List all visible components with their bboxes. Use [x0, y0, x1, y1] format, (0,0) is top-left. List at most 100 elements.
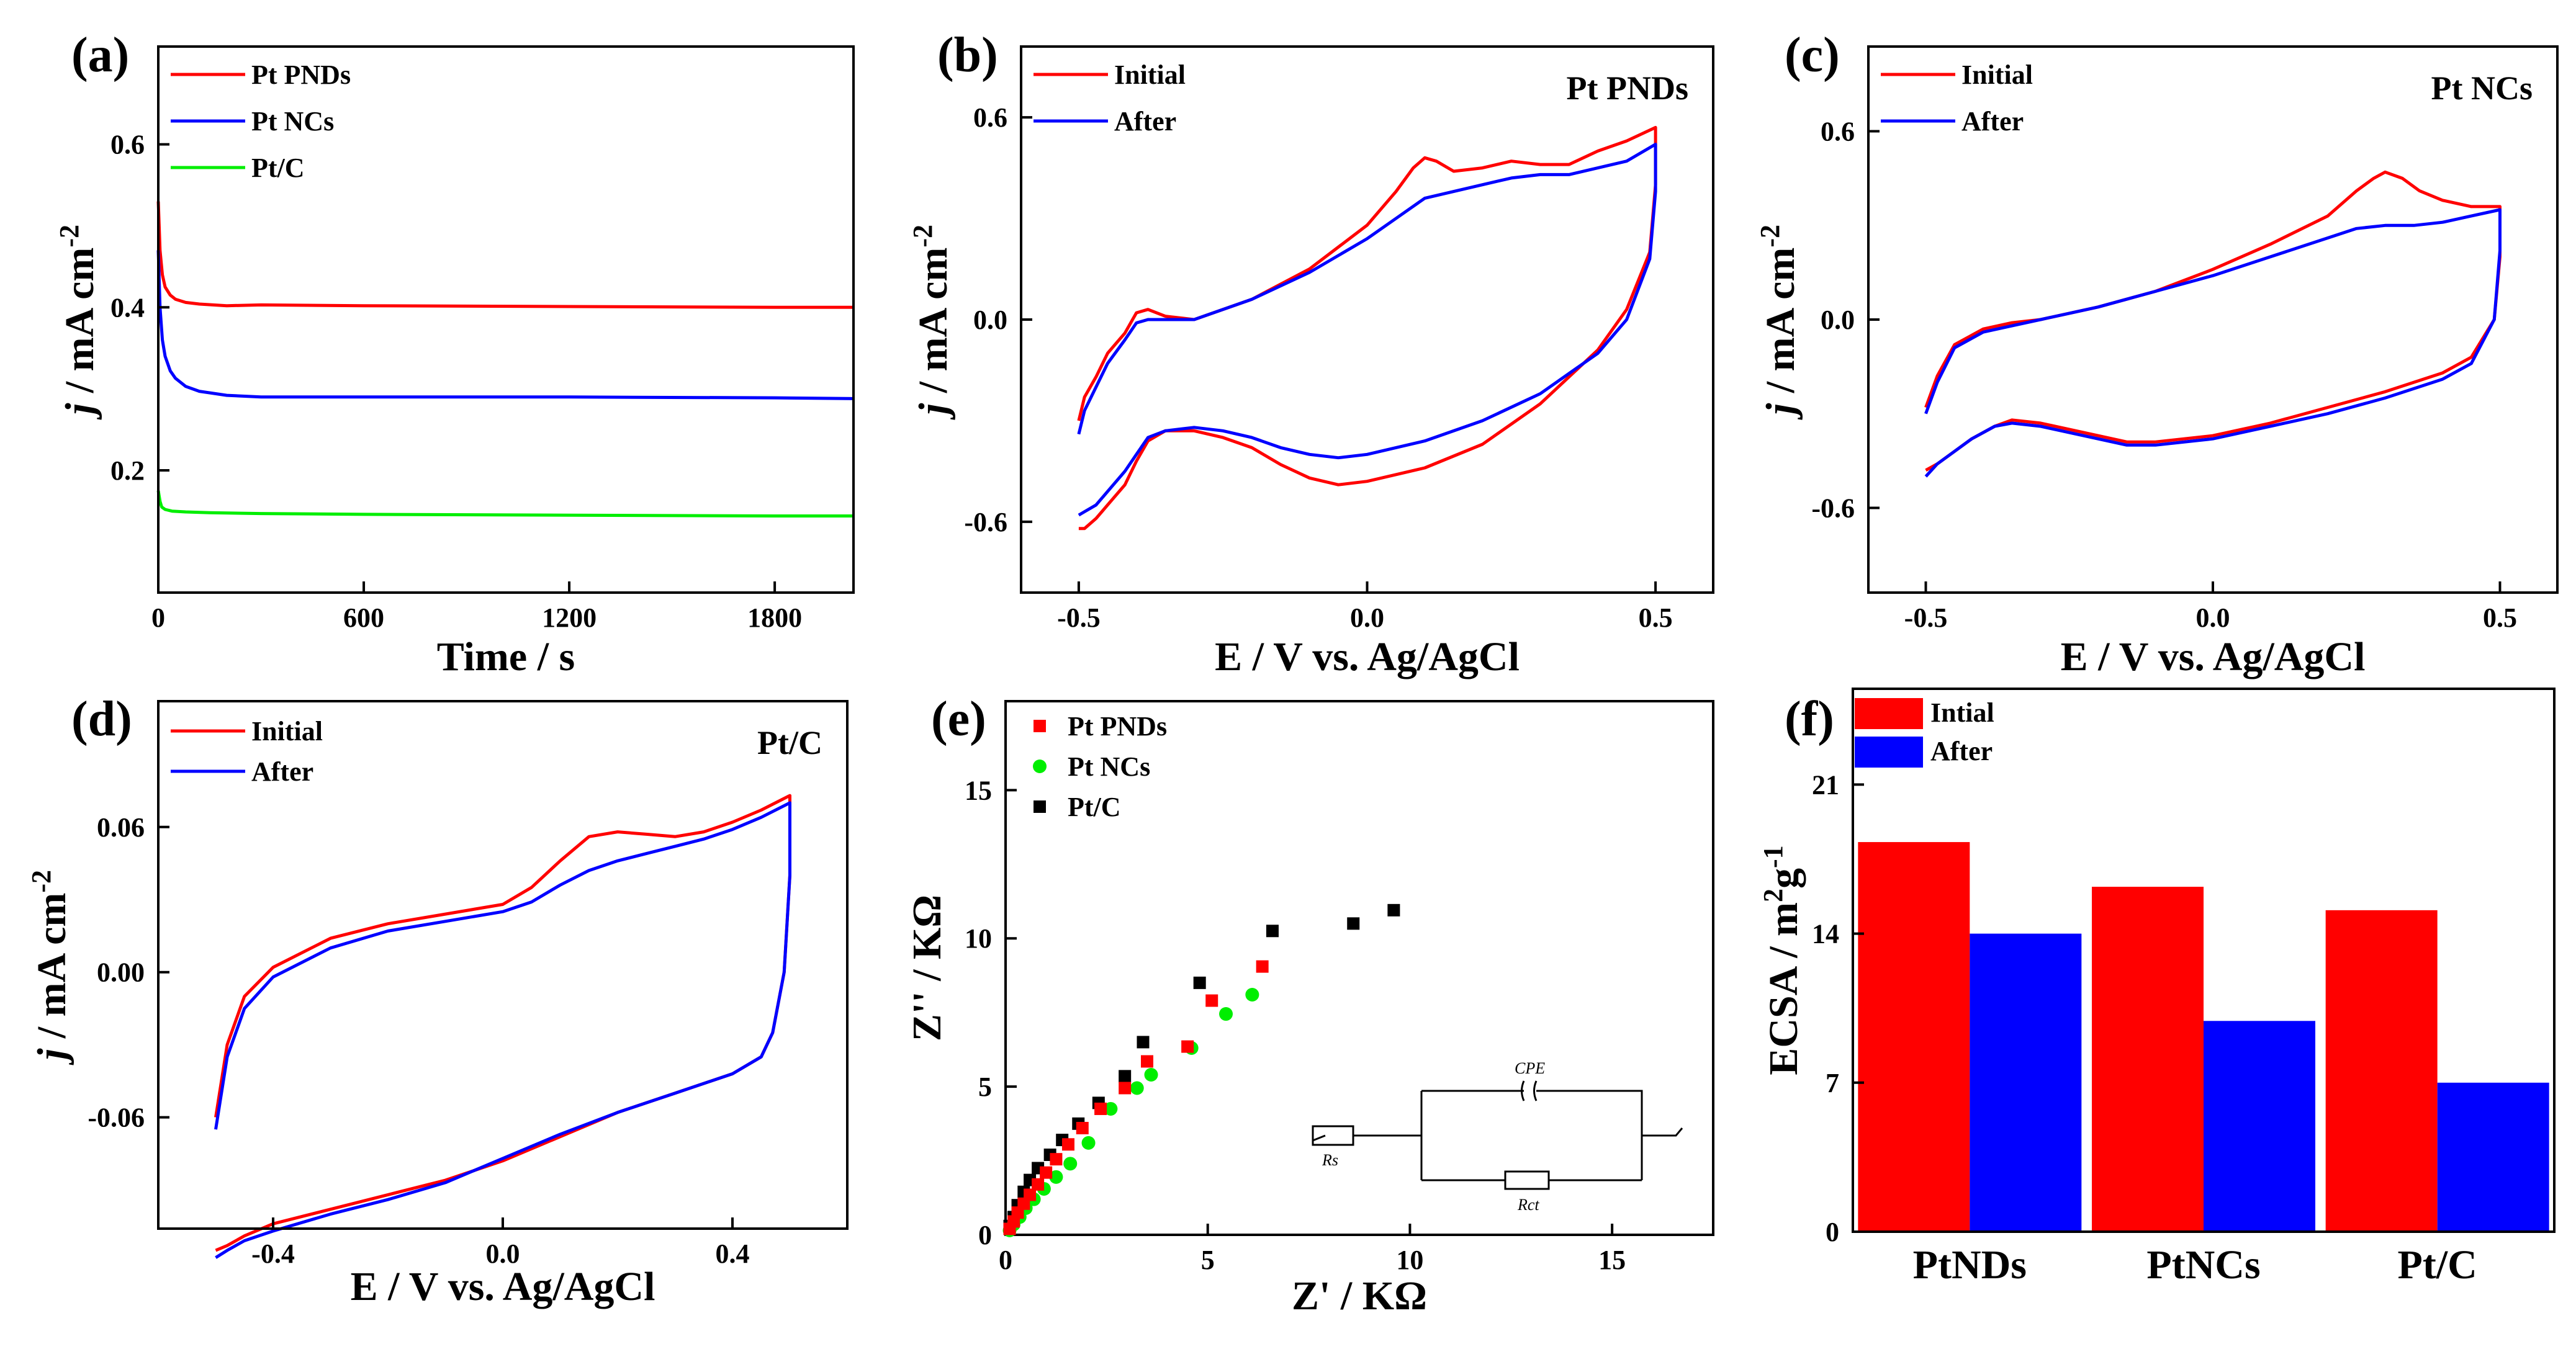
y-tick-label: 0.6	[110, 130, 145, 160]
legend-marker	[1034, 800, 1046, 813]
y-axis-label-sup: -2	[1755, 225, 1785, 248]
scatter-point	[1144, 1068, 1158, 1082]
plot-frame	[1004, 700, 1714, 1236]
legend-label: Pt PNDs	[1068, 711, 1167, 742]
series-line-pt-pnds	[156, 201, 853, 309]
legend-marker	[1033, 760, 1047, 773]
panel-d: -0.4 0.0 0.4 -0.06 0.00 0.06 (d) E / V vs. Ag/A…	[26, 692, 849, 1309]
legend-marker	[1034, 720, 1046, 732]
bar-after-ptncs	[2204, 1021, 2315, 1232]
y-axis-label: j / mA cm-2	[26, 870, 74, 1065]
y-tick-label: 10	[965, 923, 992, 954]
series-line-initial	[1077, 125, 1657, 531]
y-tick-label: 21	[1812, 769, 1839, 800]
y-tick-label: 14	[1812, 919, 1839, 949]
plot-frame	[157, 45, 855, 594]
y-tick-label: 0.4	[110, 292, 145, 323]
series-line-pt-ncs	[156, 250, 854, 400]
series-line-initial	[1924, 170, 2502, 472]
y-tick-label: 0.6	[1821, 117, 1855, 147]
y-axis-label-unit: g	[1761, 868, 1806, 889]
panel-title: Pt/C	[757, 724, 822, 761]
category-label: Pt/C	[2398, 1242, 2477, 1288]
legend-label: Pt/C	[1068, 792, 1121, 822]
scatter-point	[1130, 1081, 1144, 1095]
legend-label: Intial	[1930, 697, 1994, 728]
scatter-point	[1104, 1101, 1118, 1116]
y-tick-label: 0.6	[973, 102, 1007, 133]
y-axis-label-main: / mA cm	[29, 893, 74, 1049]
scatter-point	[1266, 925, 1279, 938]
y-axis-label-sup: -2	[54, 225, 84, 248]
y-tick-label: 0.00	[97, 957, 145, 988]
scatter-point	[1081, 1136, 1096, 1150]
bar-intial-ptncs	[2092, 887, 2204, 1232]
scatter-point	[1347, 917, 1360, 930]
x-tick-label: 5	[1201, 1245, 1215, 1275]
y-axis-label-main: / mA cm	[911, 248, 956, 403]
panel-label: (a)	[71, 28, 129, 83]
series-line-after	[1077, 143, 1657, 517]
y-tick-label: -0.6	[1811, 493, 1855, 523]
panel-f: PtNDs PtNCs Pt/C 0 7 14 21 (f) Intial After ECSA /…	[1758, 688, 2556, 1288]
x-tick-label: 0.4	[716, 1239, 750, 1269]
panel-title: Pt PNDs	[1567, 69, 1688, 107]
capacitor-cpe	[1521, 1080, 1538, 1101]
legend-label: Initial	[1961, 60, 2033, 90]
scatter-point	[1024, 1188, 1037, 1201]
x-tick-label: -0.5	[1904, 603, 1948, 633]
y-tick-label: 7	[1826, 1068, 1839, 1098]
scatter-point	[1256, 960, 1269, 973]
scatter-point	[1032, 1178, 1045, 1191]
circuit-label-rs: Rs	[1322, 1151, 1338, 1169]
scatter-point	[1049, 1170, 1063, 1184]
y-axis-label: ECSA / m2g-1	[1758, 845, 1806, 1075]
y-tick-label: -0.6	[964, 507, 1007, 537]
x-tick-label: 0	[151, 603, 165, 633]
resistor-rs	[1312, 1125, 1354, 1146]
x-tick-label: -0.5	[1057, 603, 1101, 633]
y-axis-label-sup: -1	[1758, 845, 1788, 868]
y-axis-label-italic: j	[57, 403, 102, 420]
resistor-rct	[1504, 1170, 1550, 1190]
x-tick-label: 0.5	[2483, 603, 2517, 633]
y-tick-label: 0.0	[973, 305, 1007, 335]
scatter-point	[1245, 988, 1259, 1002]
y-axis-label-main: / mA cm	[1758, 248, 1803, 403]
scatter-point	[1119, 1070, 1132, 1083]
x-axis-label: E / V vs. Ag/AgCl	[1215, 634, 1520, 679]
x-tick-label: 0.0	[2196, 603, 2230, 633]
y-axis-label-italic: j	[911, 403, 956, 420]
x-tick-label: 1200	[542, 603, 597, 633]
category-label: PtNCs	[2146, 1242, 2260, 1288]
x-tick-label: 0.5	[1639, 603, 1673, 633]
bar-intial-ptnds	[1858, 842, 1970, 1232]
x-tick-label: 0.0	[1350, 603, 1384, 633]
series-line-initial	[214, 794, 791, 1252]
scatter-point	[1063, 1157, 1078, 1171]
panel-label: (c)	[1785, 28, 1840, 83]
bar-intial-pt-c	[2325, 910, 2438, 1232]
scatter-point	[1040, 1166, 1053, 1179]
panel-c: -0.5 0.0 0.5 -0.6 0.0 0.6 (c) E / V vs. Ag/AgCl…	[1755, 28, 2559, 679]
legend-swatch	[1855, 698, 1923, 729]
y-axis-label: Z'' / KΩ	[904, 895, 950, 1041]
series-line-after	[1924, 208, 2502, 478]
scatter-point	[1076, 1122, 1089, 1134]
series-line-pt-c	[156, 490, 853, 518]
legend-label: Pt/C	[251, 153, 305, 183]
legend-label: After	[251, 756, 313, 787]
scatter-point	[1219, 1007, 1233, 1021]
y-tick-label: 5	[978, 1072, 992, 1102]
x-tick-label: -0.4	[251, 1239, 295, 1269]
y-tick-label: 0	[978, 1220, 992, 1250]
x-axis-label: E / V vs. Ag/AgCl	[2061, 634, 2366, 679]
scatter-point	[1050, 1153, 1063, 1166]
scatter-point	[1181, 1040, 1194, 1053]
scatter-point	[1205, 994, 1218, 1007]
y-tick-label: 0.0	[1821, 305, 1855, 335]
legend-label: After	[1114, 106, 1176, 137]
y-tick-label: 0	[1826, 1217, 1839, 1247]
legend-label: Pt NCs	[251, 106, 334, 137]
